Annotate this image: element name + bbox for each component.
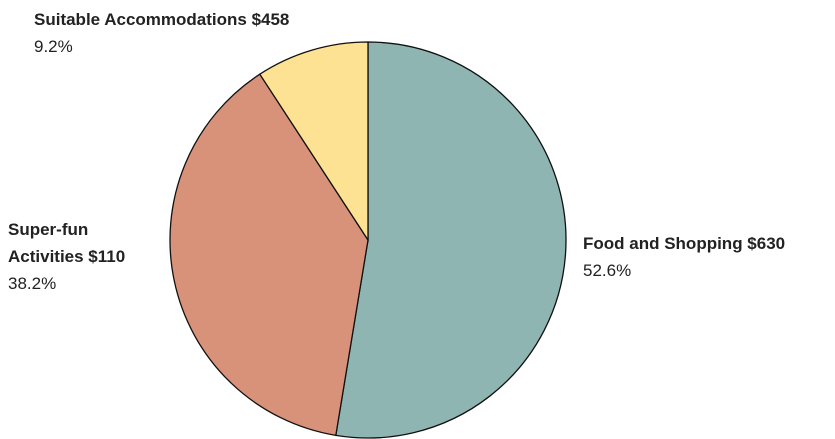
slice-name: Food and Shopping $630 (583, 234, 786, 253)
pie-slice (258, 41, 369, 243)
slice-name: Suitable Accommodations $458 (34, 10, 290, 29)
slice-label: Super-fun Activities $110 38.2% (8, 216, 158, 297)
slice-label: Food and Shopping $630 52.6% (583, 230, 833, 284)
slice-percent: 38.2% (8, 274, 57, 293)
slice-name: Super-fun Activities $110 (8, 220, 126, 266)
slice-label: Suitable Accommodations $458 9.2% (34, 6, 354, 60)
pie-slice (335, 41, 567, 439)
slice-percent: 9.2% (34, 37, 73, 56)
slice-percent: 52.6% (583, 261, 632, 280)
